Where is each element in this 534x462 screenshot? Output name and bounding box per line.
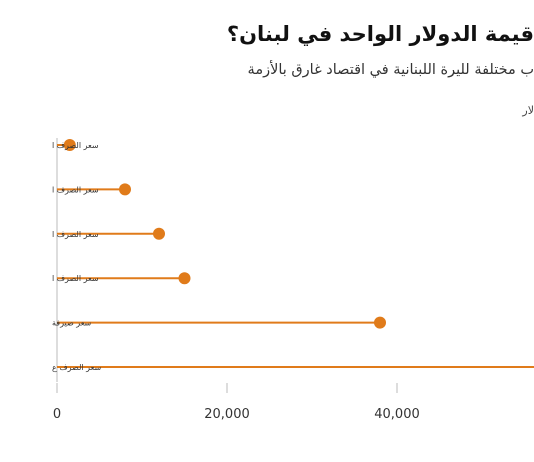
category-label: سعر صيرفة	[52, 319, 92, 328]
category-label: سعر الصرف ا	[52, 274, 99, 283]
category-label: سعر الصرف ا	[52, 141, 99, 150]
category-label: سعر الصرف ع	[52, 363, 101, 372]
lollipop-point	[153, 227, 165, 240]
lollipop-point	[178, 272, 191, 285]
lollipop-point	[63, 139, 76, 151]
category-label: سعر الصرف ا	[52, 185, 99, 194]
chart-subtitle: ب مختلفة لليرة اللبنانية في اقتصاد غارق …	[247, 62, 534, 78]
chart-title: قيمة الدولار الواحد في لبنان؟	[226, 22, 534, 46]
x-tick-label: 40,000	[374, 407, 420, 422]
lollipop-point	[119, 183, 131, 196]
x-tick-label: 20,000	[204, 407, 250, 422]
x-tick-label: 0	[53, 407, 61, 422]
unit-label: لار	[522, 104, 534, 117]
lollipop-point	[374, 316, 386, 329]
category-label: سعر الصرف ا	[52, 230, 99, 239]
